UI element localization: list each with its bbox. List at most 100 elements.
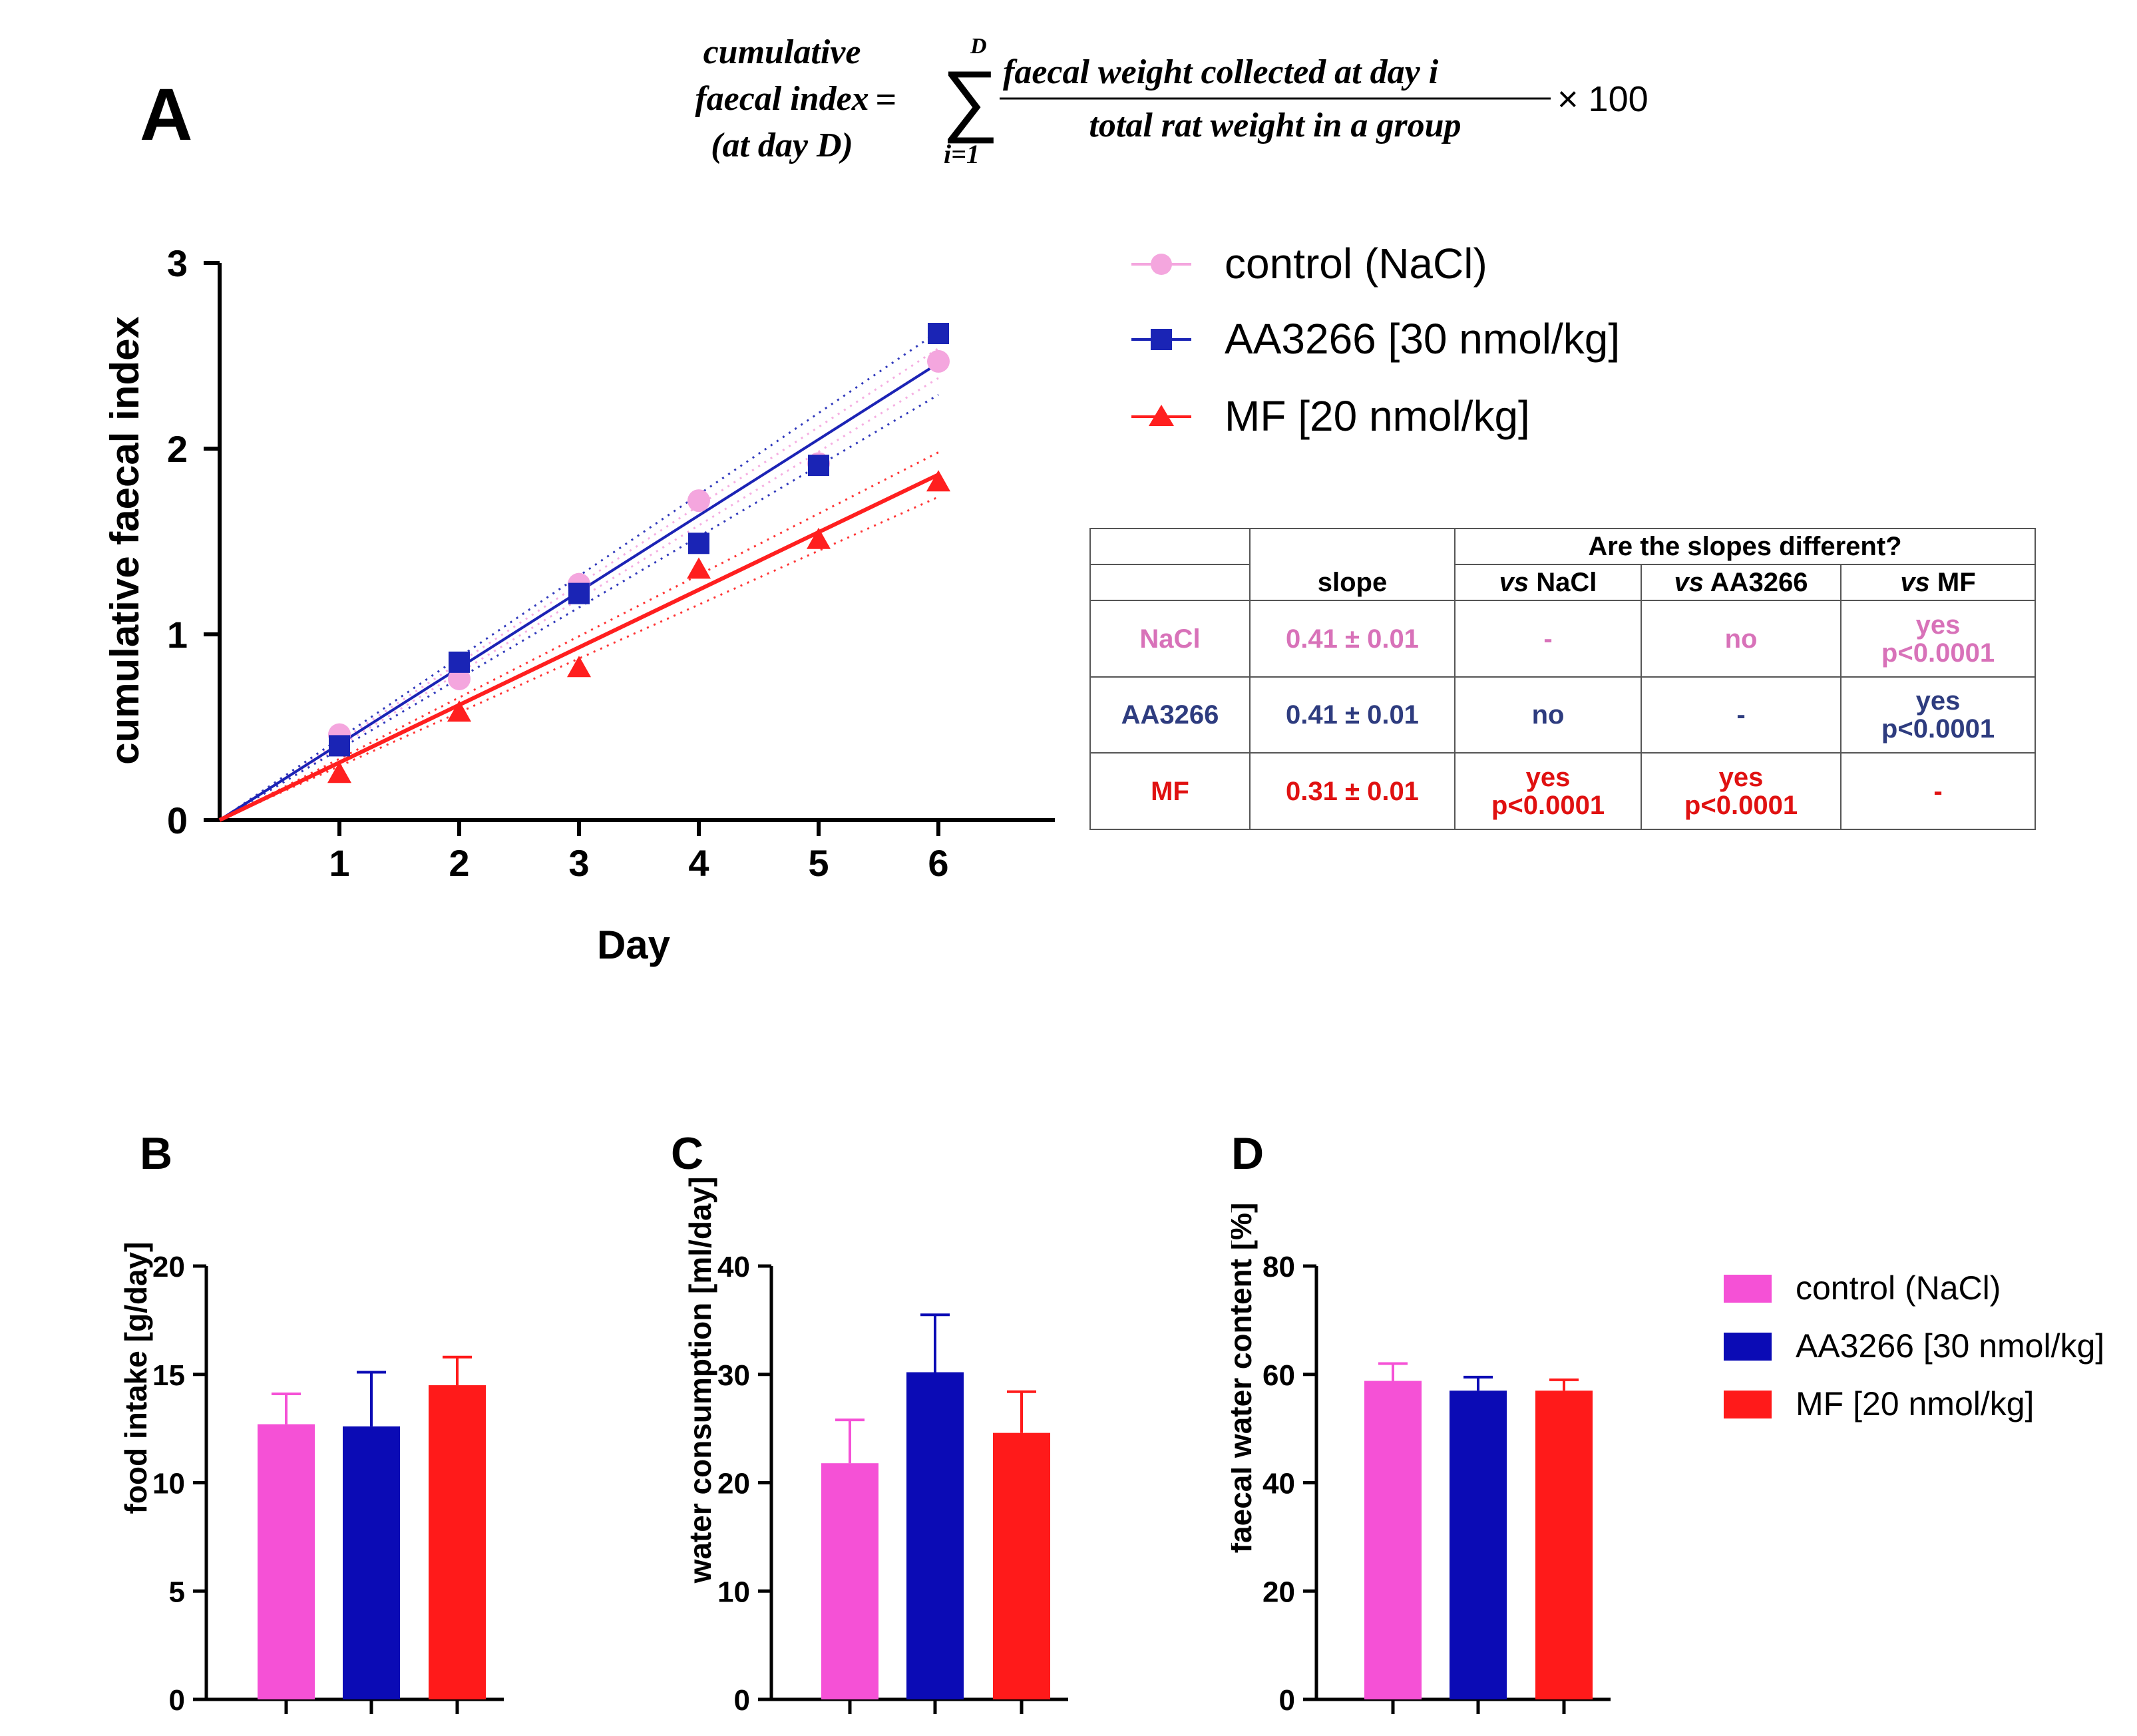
row-name-nacl: NaCl [1089, 600, 1251, 678]
point-mf-day1 [327, 761, 351, 783]
fit-line-mf [218, 473, 940, 822]
table-corner-2 [1089, 564, 1251, 602]
header-vs-mf-label: MF [1929, 568, 1976, 598]
b-bar-control [258, 1424, 315, 1699]
header-vs-aa-vs: vs [1674, 568, 1704, 598]
nacl-vs-mf-answer: yes [1915, 610, 1961, 640]
mf-vs-nacl-answer: yes [1525, 762, 1571, 792]
legend-label-mf: MF [20 nmol/kg] [1225, 392, 1530, 440]
b-bar-aa3266 [343, 1426, 400, 1699]
d-y-tick-label-20: 20 [1263, 1576, 1295, 1608]
y-tick-label-0: 0 [167, 799, 188, 841]
point-aa3266-day3 [568, 582, 590, 604]
legend-marker-control [1151, 254, 1172, 275]
formula-lhs-line2: faecal index [695, 80, 869, 118]
b-y-tick-label-5: 5 [169, 1576, 185, 1608]
nacl-vs-nacl: - [1454, 600, 1642, 678]
header-vs-nacl: vs NaCl [1454, 564, 1642, 602]
formula-denominator: total rat weight in a group [1089, 107, 1461, 144]
slope-aa3266: 0.41 ± 0.01 [1249, 676, 1456, 754]
point-aa3266-day1 [329, 735, 350, 757]
header-vs-nacl-vs: vs [1499, 568, 1529, 598]
mf-vs-aa3266-p: p<0.0001 [1684, 790, 1798, 820]
x-tick-label-2: 2 [449, 842, 469, 884]
ci-upper-mf [219, 451, 939, 821]
formula-lhs-line3: (at day D) [711, 126, 853, 164]
bar-legend-swatch-aa3266 [1724, 1333, 1772, 1361]
aa3266-vs-mf: yes p<0.0001 [1840, 676, 2036, 754]
legend-marker-aa3266 [1151, 329, 1172, 350]
nacl-vs-mf: yes p<0.0001 [1840, 600, 2036, 678]
c-y-tick-label-10: 10 [717, 1576, 750, 1608]
b-y-tick-label-15: 15 [152, 1359, 185, 1392]
formula: cumulative faecal index (at day D) = ∑ D… [695, 33, 1649, 169]
d-bar-control [1364, 1381, 1422, 1699]
bar-legend-swatch-control [1724, 1275, 1772, 1303]
legend: control (NaCl) AA3266 [30 nmol/kg] MF [2… [1131, 240, 1620, 440]
legend-item-control: control (NaCl) [1131, 240, 1487, 288]
header-vs-mf-vs: vs [1900, 568, 1930, 598]
panel-label-a: A [140, 74, 192, 156]
bar-legend-label-control: control (NaCl) [1796, 1269, 2001, 1307]
x-tick-label-5: 5 [808, 842, 829, 884]
d-y-tick-label-40: 40 [1263, 1468, 1295, 1500]
point-mf-day4 [687, 557, 711, 579]
aa3266-vs-mf-p: p<0.0001 [1881, 714, 1995, 744]
panel-label-d: D [1231, 1128, 1264, 1179]
point-aa3266-day2 [449, 651, 470, 673]
b-y-tick-label-20: 20 [152, 1251, 185, 1283]
d-bar-mf [1535, 1391, 1593, 1699]
slopes-table: Are the slopes different? slope vs NaCl … [1089, 527, 2036, 830]
legend-marker-mf [1149, 405, 1174, 426]
legend-label-control: control (NaCl) [1225, 240, 1487, 288]
point-control-day2 [448, 667, 471, 690]
legend-item-aa3266: AA3266 [30 nmol/kg] [1131, 315, 1620, 363]
panel-a-chart: A cumulative faecal index Day control (N… [102, 74, 1620, 967]
formula-numerator: faecal weight collected at day i [1003, 53, 1439, 91]
table-header-row-2: slope vs NaCl vs AA3266 vs MF [1089, 564, 2036, 602]
b-y-tick-label-0: 0 [169, 1684, 185, 1717]
legend-label-aa3266: AA3266 [30 nmol/kg] [1225, 315, 1620, 363]
bar-legend-label-mf: MF [20 nmol/kg] [1796, 1385, 2034, 1422]
bar-legend-swatch-mf [1724, 1391, 1772, 1418]
x-tick-label-1: 1 [329, 842, 349, 884]
table-title: Are the slopes different? [1454, 527, 2036, 566]
b-bar-mf [429, 1385, 486, 1699]
mf-vs-aa3266: yes p<0.0001 [1641, 752, 1842, 830]
sum-symbol: ∑ [942, 55, 999, 144]
slope-nacl: 0.41 ± 0.01 [1249, 600, 1456, 678]
ci-lower-aa3266 [219, 393, 939, 821]
table-empty-header [1249, 527, 1456, 565]
point-control-day4 [687, 489, 710, 513]
c-y-tick-label-30: 30 [717, 1359, 750, 1392]
header-vs-mf: vs MF [1840, 564, 2036, 602]
y-axis-label: cumulative faecal index [102, 316, 147, 765]
b-y-axis-label: food intake [g/day] [118, 1242, 153, 1514]
point-mf-day5 [807, 527, 831, 549]
sum-lower-limit: i=1 [944, 139, 980, 169]
x-tick-label-4: 4 [688, 842, 709, 884]
point-aa3266-day4 [688, 533, 709, 554]
mf-vs-nacl: yes p<0.0001 [1454, 752, 1642, 830]
nacl-vs-aa3266: no [1641, 600, 1842, 678]
row-name-aa3266: AA3266 [1089, 676, 1251, 754]
table-row-aa3266: AA3266 0.41 ± 0.01 no - yes p<0.0001 [1089, 676, 2036, 754]
panel-c-chart: C water consumption [ml/day] 0 10 20 30 40 [671, 1128, 1068, 1717]
table-header-row-1: Are the slopes different? [1089, 527, 2036, 566]
bar-legend-label-aa3266: AA3266 [30 nmol/kg] [1796, 1327, 2104, 1365]
point-mf-day3 [567, 656, 591, 678]
aa3266-vs-aa3266: - [1641, 676, 1842, 754]
d-y-tick-label-80: 80 [1263, 1251, 1295, 1283]
header-vs-aa-label: AA3266 [1704, 568, 1808, 598]
formula-multiplier: × 100 [1557, 79, 1649, 119]
formula-equals: = [875, 79, 896, 120]
nacl-vs-mf-p: p<0.0001 [1881, 638, 1995, 668]
point-mf-day6 [926, 470, 950, 492]
y-tick-label-3: 3 [167, 242, 188, 284]
c-bar-aa3266 [906, 1372, 964, 1699]
panel-label-c: C [671, 1128, 703, 1179]
slope-mf: 0.31 ± 0.01 [1249, 752, 1456, 830]
point-aa3266-day5 [808, 455, 829, 477]
d-bar-aa3266 [1450, 1391, 1507, 1699]
header-slope: slope [1249, 564, 1456, 602]
